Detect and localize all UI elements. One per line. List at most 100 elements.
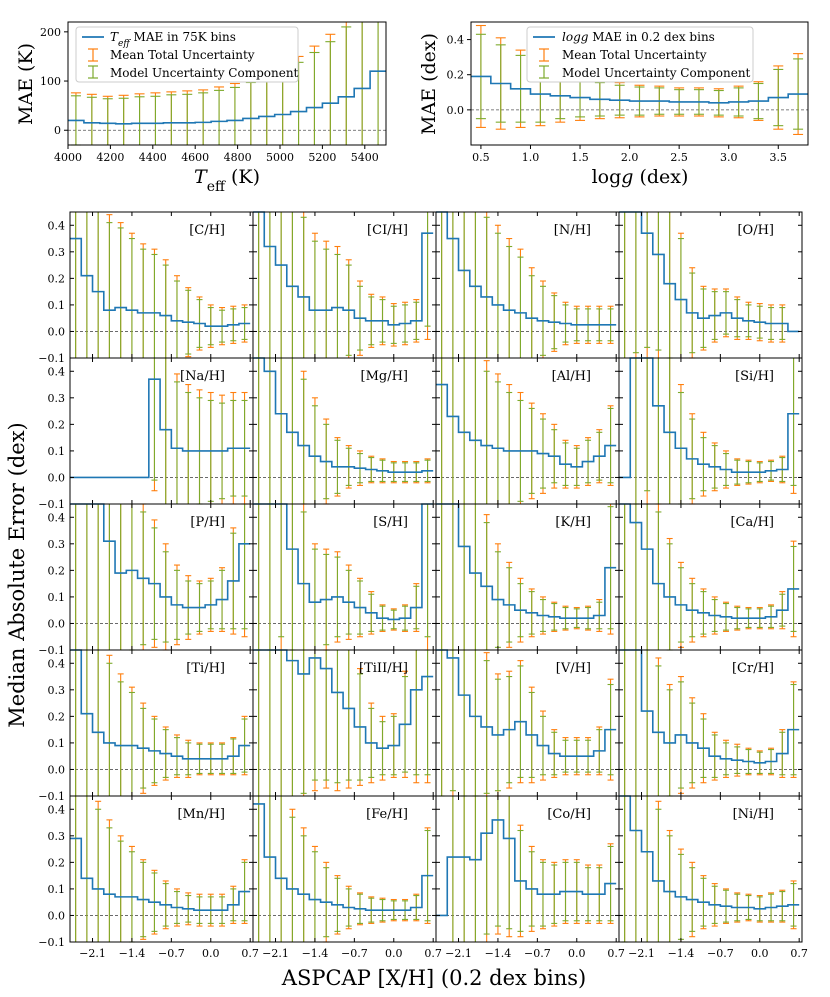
y-tick-label: −0.1	[38, 644, 65, 657]
y-tick-label: −0.1	[38, 790, 65, 803]
abundance-panel: [TiII/H]	[252, 649, 437, 797]
x-tick-label: 5000	[266, 151, 294, 164]
y-tick-label: −0.1	[38, 352, 65, 365]
abundance-panel: [Co/H] −2.1 −1.4 −0.7 0.0 0.7	[435, 795, 625, 960]
abundance-panel: [K/H]	[435, 503, 620, 651]
grid-ylabel: Median Absolute Error (dex)	[5, 422, 29, 727]
logg-legend-model: Model Uncertainty Component	[562, 66, 751, 80]
mae-step-line	[70, 378, 251, 479]
panel-element-label: [Na/H]	[180, 369, 225, 384]
x-tick-label: −1.4	[668, 947, 695, 960]
x-tick-label: −0.7	[524, 947, 551, 960]
abundance-panel: [Si/H]	[618, 357, 803, 505]
panel-frame	[252, 211, 437, 359]
panel-element-label: [TiII/H]	[359, 661, 408, 676]
mae-step-line	[471, 75, 808, 104]
logg-mae-chart: 0.5 1.0 1.5 2.0 2.5 3.0 3.5 0.0 0.2 0.4 logg (dex…	[418, 21, 809, 188]
teff-axes-frame	[67, 21, 387, 146]
panel-frame	[69, 503, 254, 651]
mae-step-line	[436, 503, 617, 619]
x-tick-label: −2.1	[445, 947, 472, 960]
abundance-grid: [C/H] −0.1 0.0 0.1 0.2 0.3 0.4 [CI/H] [N/H] [O/H]…	[38, 211, 808, 960]
panel-element-label: [C/H]	[189, 223, 225, 238]
x-tick-label: 0.7	[607, 947, 625, 960]
teff-legend-mae: Teff MAE in 75K bins	[110, 30, 236, 49]
y-tick-label: 0.4	[48, 511, 66, 524]
panel-element-label: [O/H]	[737, 223, 774, 238]
mae-step-line	[619, 795, 800, 910]
x-tick-label: 4400	[139, 151, 167, 164]
panel-element-label: [V/H]	[556, 661, 591, 676]
y-tick-label: 0.1	[48, 737, 66, 750]
y-tick-label: 0.2	[48, 272, 66, 285]
panel-element-label: [Co/H]	[547, 807, 591, 822]
panel-element-label: [N/H]	[554, 223, 591, 238]
panel-frame	[252, 503, 437, 651]
teff-xlabel: Teff (K)	[194, 166, 260, 195]
panel-element-label: [Mn/H]	[177, 807, 225, 822]
y-tick-label: 0	[54, 124, 61, 137]
panel-element-label: [Ti/H]	[186, 661, 225, 676]
abundance-panel: [Ti/H] −0.1 0.0 0.1 0.2 0.3 0.4	[38, 649, 254, 803]
mae-step-line	[68, 70, 386, 125]
x-tick-label: 2.5	[670, 151, 688, 164]
y-tick-label: 0.4	[48, 803, 66, 816]
y-tick-label: 0.4	[447, 34, 465, 47]
mae-step-line	[70, 237, 251, 327]
mae-step-line	[253, 357, 434, 473]
abundance-panel: [C/H] −0.1 0.0 0.1 0.2 0.3 0.4	[38, 211, 254, 365]
abundance-panel: [Ni/H] −2.1 −1.4 −0.7 0.0 0.7	[618, 795, 808, 960]
y-tick-label: 0.0	[48, 325, 66, 338]
y-tick-label: 0.0	[48, 471, 66, 484]
x-tick-label: 4200	[96, 151, 124, 164]
legend-model-swatch	[88, 65, 98, 79]
y-tick-label: 200	[40, 26, 61, 39]
mae-step-line	[253, 503, 434, 621]
panel-element-label: [Ca/H]	[730, 515, 774, 530]
x-tick-label: 0.0	[751, 947, 769, 960]
x-tick-label: 4800	[224, 151, 252, 164]
mae-step-line	[253, 803, 434, 911]
x-tick-label: 1.5	[571, 151, 589, 164]
x-tick-label: 3.0	[720, 151, 738, 164]
panel-frame	[435, 649, 620, 797]
mae-step-line	[253, 211, 434, 326]
abundance-panel: [Al/H]	[435, 357, 620, 505]
panel-element-label: [CI/H]	[367, 223, 408, 238]
y-tick-label: 0.1	[48, 299, 66, 312]
y-tick-label: 0.1	[48, 445, 66, 458]
panel-element-label: [Cr/H]	[732, 661, 774, 676]
logg-ylabel: MAE (dex)	[418, 33, 440, 135]
y-tick-label: 0.4	[48, 219, 66, 232]
mae-step-line	[436, 649, 617, 757]
panel-frame	[618, 649, 803, 797]
abundance-panel: [N/H]	[435, 211, 620, 359]
x-tick-label: −2.1	[628, 947, 655, 960]
x-tick-label: −0.7	[158, 947, 185, 960]
panel-element-label: [Mg/H]	[361, 369, 409, 384]
logg-legend-total: Mean Total Uncertainty	[562, 48, 707, 62]
mae-step-line	[436, 211, 617, 326]
mae-step-line	[619, 503, 800, 619]
x-tick-label: −2.1	[79, 947, 106, 960]
x-tick-label: −1.4	[302, 947, 329, 960]
y-tick-label: 0.0	[48, 909, 66, 922]
x-tick-label: 5200	[308, 151, 336, 164]
logg-axes-frame	[470, 21, 809, 146]
teff-legend: Teff MAE in 75K bins Mean Total Uncertai…	[75, 26, 299, 83]
y-tick-label: −0.1	[38, 498, 65, 511]
panel-element-label: [Fe/H]	[366, 807, 408, 822]
y-tick-label: 0.4	[48, 365, 66, 378]
panel-frame	[69, 795, 254, 943]
mae-step-line	[619, 211, 800, 333]
panel-frame	[618, 357, 803, 505]
mae-step-line	[253, 649, 434, 750]
logg-xlabel: logg (dex)	[592, 166, 689, 188]
panel-frame	[435, 795, 620, 943]
y-tick-label: 100	[40, 75, 61, 88]
x-tick-label: 0.0	[568, 947, 586, 960]
panel-frame	[69, 357, 254, 505]
x-tick-label: 4000	[54, 151, 82, 164]
abundance-panel: [CI/H]	[252, 211, 437, 359]
abundance-panel: [V/H]	[435, 649, 620, 797]
